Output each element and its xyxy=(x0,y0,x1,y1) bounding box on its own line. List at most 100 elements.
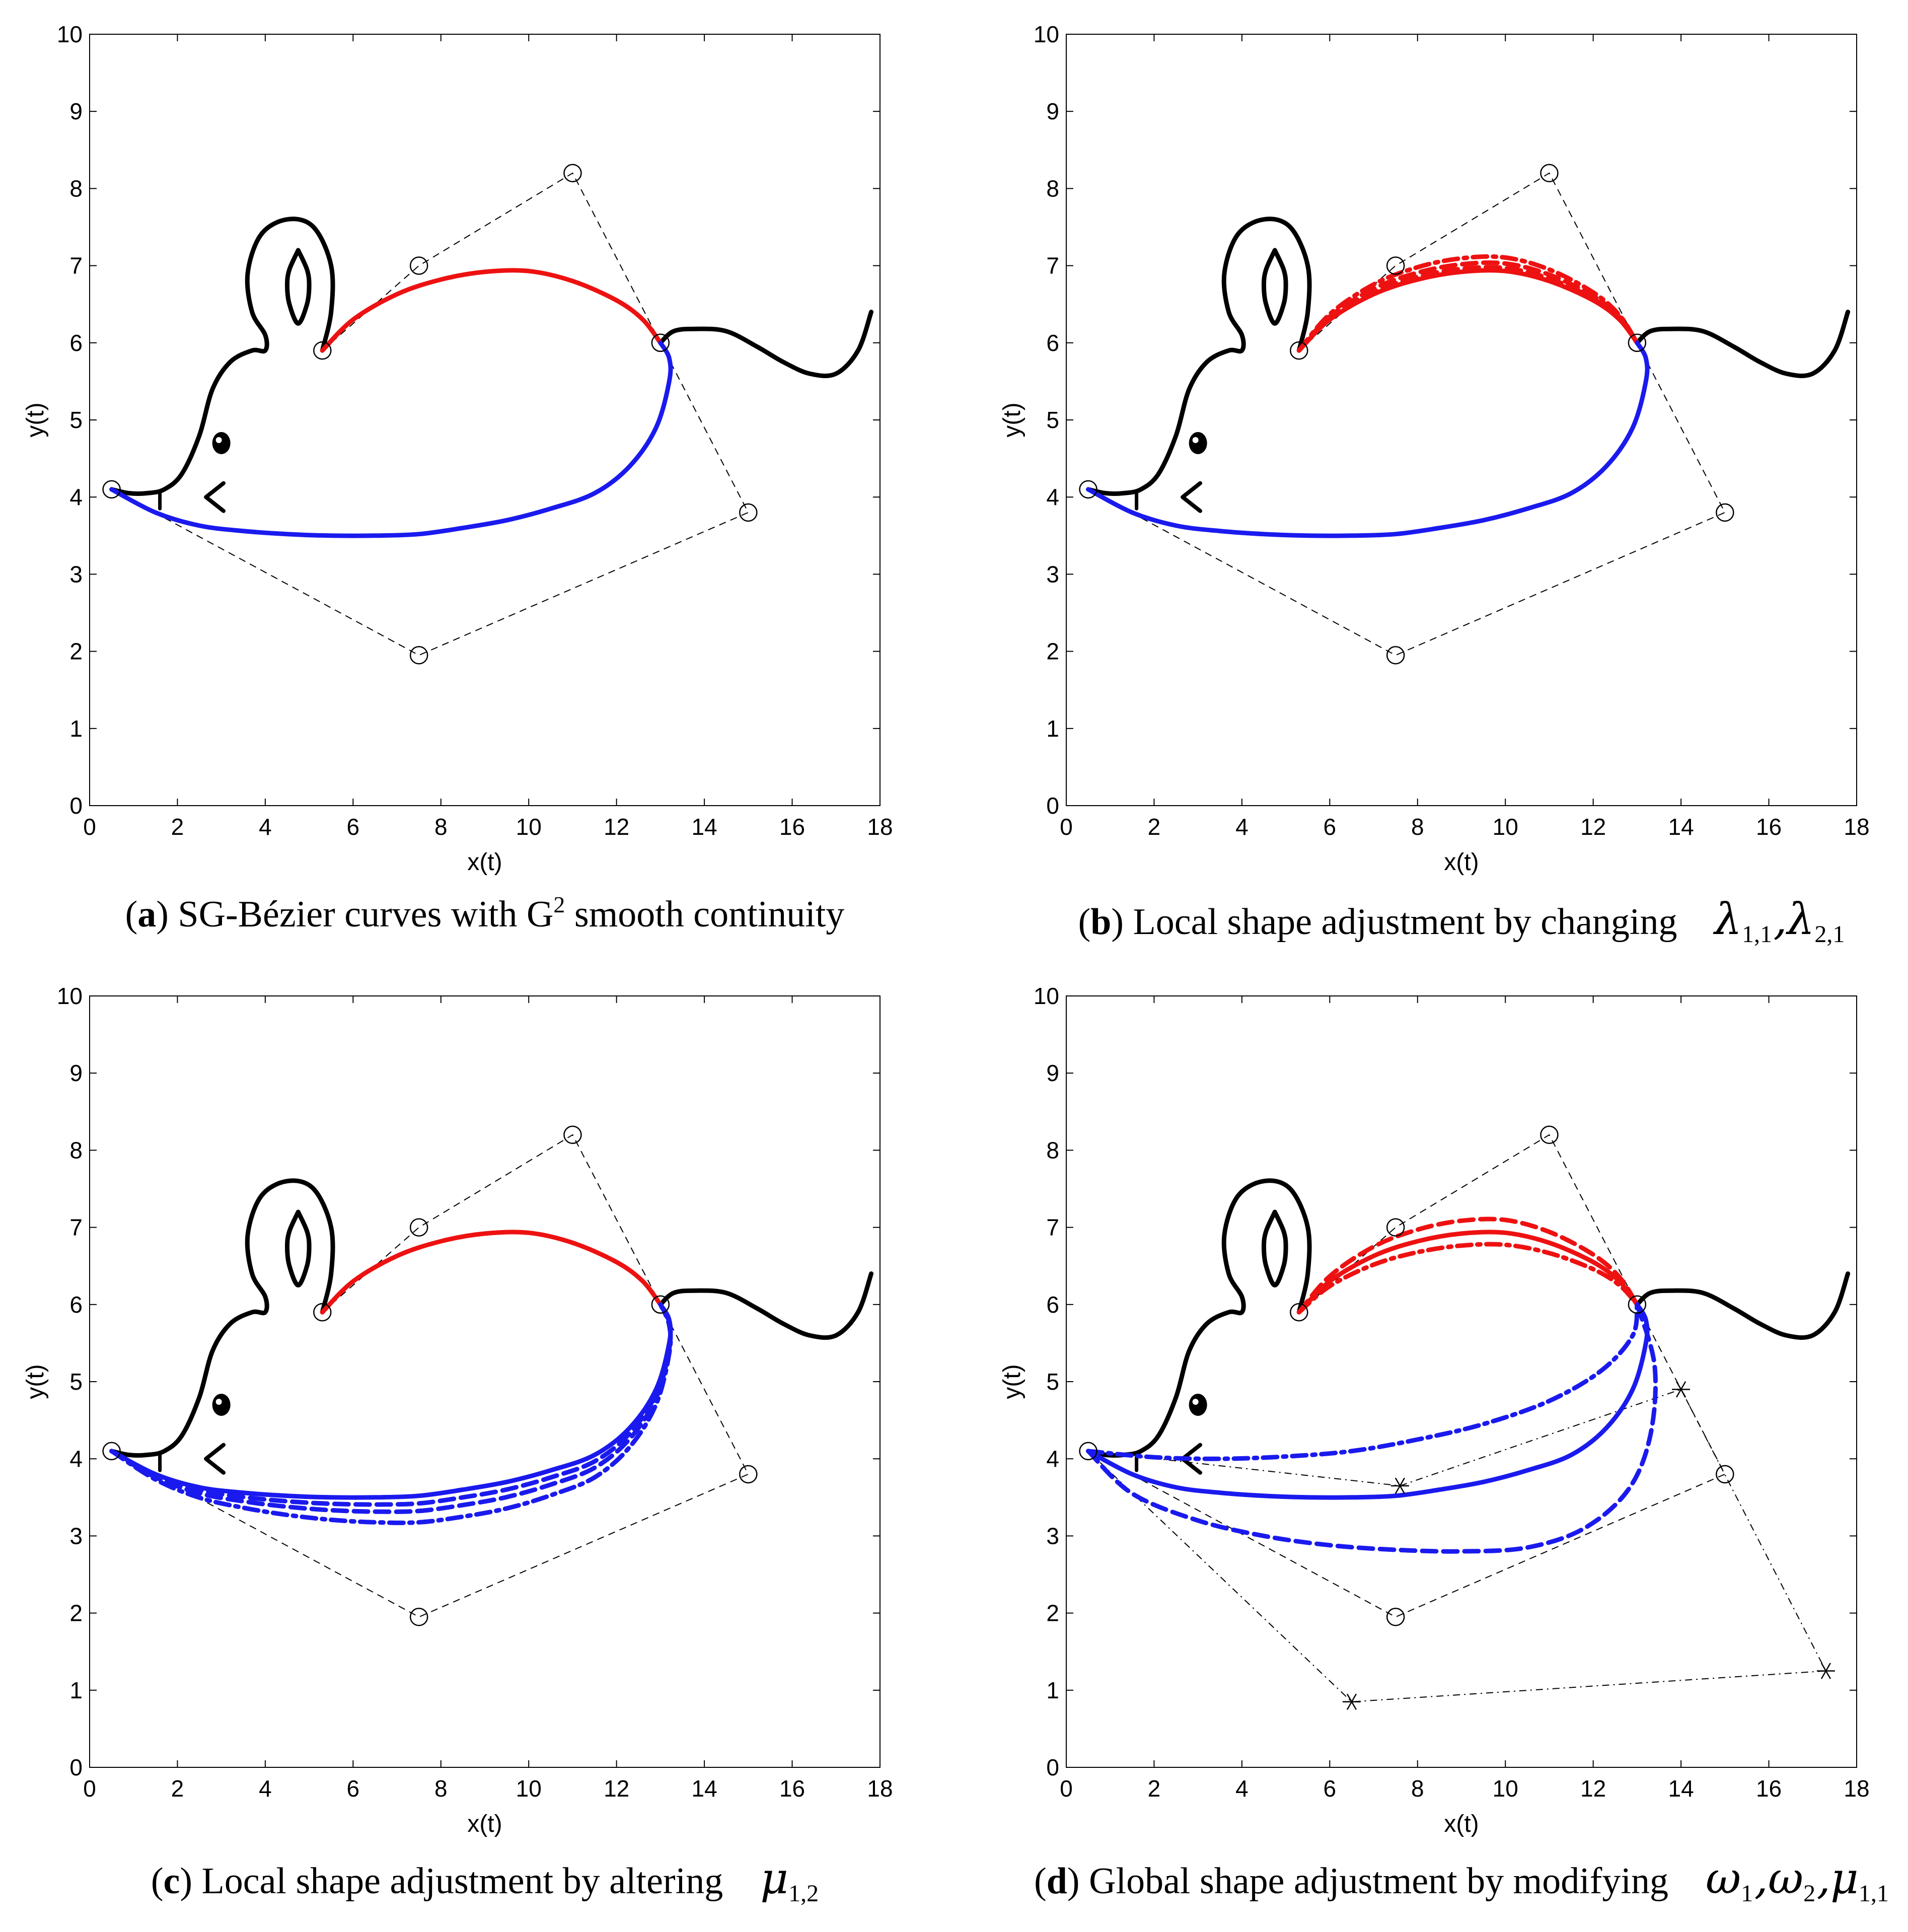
star-control-point-marker xyxy=(1342,1693,1361,1710)
x-tick-label: 12 xyxy=(1580,814,1606,840)
y-tick-label: 8 xyxy=(1046,175,1059,201)
caption-space xyxy=(1677,901,1715,943)
caption-math-subscript: 1,1 xyxy=(1859,1880,1889,1907)
caption-paren-close: ) xyxy=(156,894,169,935)
x-tick-label: 10 xyxy=(1493,1775,1518,1802)
x-tick-label: 8 xyxy=(434,1775,448,1802)
caption-math-subscript: 1,1 xyxy=(1742,921,1772,948)
axes-frame xyxy=(1066,34,1857,806)
caption-text: Global shape adjustment by modifying xyxy=(1080,1861,1668,1902)
y-tick-label: 7 xyxy=(1046,1214,1059,1241)
x-tick-label: 4 xyxy=(1235,814,1249,840)
mouse-eye xyxy=(212,1393,231,1416)
caption-tail: smooth continuity xyxy=(565,894,844,935)
y-tick-label: 1 xyxy=(1046,715,1059,742)
control-point-marker xyxy=(1386,646,1405,665)
y-tick-label: 8 xyxy=(69,175,83,201)
control-point-marker xyxy=(1290,341,1308,360)
x-tick-label: 8 xyxy=(434,814,448,840)
x-axis-label: x(t) xyxy=(467,849,502,876)
y-tick-label: 0 xyxy=(1046,793,1059,819)
caption-text: SG-Bézier curves with G xyxy=(169,894,553,935)
y-tick-label: 4 xyxy=(69,1446,83,1472)
y-tick-label: 5 xyxy=(1046,407,1059,433)
control-point-marker xyxy=(409,1608,428,1626)
control-point-marker xyxy=(1386,256,1405,275)
axes-frame xyxy=(89,34,880,806)
x-tick-label: 10 xyxy=(516,1775,542,1802)
control-point-marker xyxy=(409,256,428,275)
control-point-marker xyxy=(651,1295,670,1314)
y-axis-label: y(t) xyxy=(999,1364,1025,1399)
control-point-marker xyxy=(1716,1465,1734,1484)
control-point-marker xyxy=(1386,1218,1405,1237)
caption-math-symbol: , xyxy=(1774,894,1787,945)
star-stroke xyxy=(1820,1663,1831,1679)
control-point-marker xyxy=(563,1125,582,1144)
mouse-head-outline xyxy=(109,217,335,496)
control-polygon-modified xyxy=(1087,1389,1827,1702)
mouse-eye-highlight xyxy=(215,437,222,443)
x-axis-label: x(t) xyxy=(1444,849,1479,876)
x-tick-label: 8 xyxy=(1411,1775,1424,1802)
control-point-marker xyxy=(409,646,428,665)
caption-paren-open: ( xyxy=(1078,901,1091,943)
panel-caption: (a) SG-Bézier curves with G2 smooth cont… xyxy=(125,892,845,935)
control-point-marker xyxy=(313,1303,332,1322)
x-tick-label: 2 xyxy=(1148,1775,1161,1802)
mouse-eye-highlight xyxy=(215,1398,222,1405)
x-tick-label: 0 xyxy=(1060,814,1073,840)
control-point-marker xyxy=(651,333,670,352)
mouse-nose xyxy=(204,481,226,513)
red-curve-variant xyxy=(1296,254,1640,353)
x-tick-label: 10 xyxy=(516,814,542,840)
control-polygon-lower xyxy=(111,342,749,656)
x-tick-label: 16 xyxy=(1756,1775,1782,1802)
x-tick-label: 4 xyxy=(259,1775,272,1802)
y-tick-label: 8 xyxy=(69,1137,83,1163)
x-tick-label: 6 xyxy=(347,814,360,840)
x-tick-label: 18 xyxy=(1844,1775,1869,1802)
control-point-marker xyxy=(1628,333,1647,352)
control-point-marker xyxy=(409,1218,428,1237)
y-tick-label: 7 xyxy=(69,1214,83,1241)
y-tick-label: 0 xyxy=(1046,1754,1059,1780)
x-tick-label: 0 xyxy=(83,1775,96,1802)
blue-curve-variant xyxy=(109,1302,673,1514)
caption-text: Local shape adjustment by changing xyxy=(1124,901,1677,943)
caption-math-symbol: , xyxy=(1754,1853,1768,1904)
caption-paren-close: ) xyxy=(1111,901,1124,943)
mouse-eye xyxy=(1189,432,1207,454)
mouse-tail xyxy=(1635,1271,1851,1340)
caption-math-symbol: λ xyxy=(1786,894,1815,945)
x-tick-label: 2 xyxy=(171,814,184,840)
caption-math-symbol: ω xyxy=(1706,1853,1741,1904)
x-tick-label: 16 xyxy=(1756,814,1782,840)
x-tick-label: 10 xyxy=(1493,814,1518,840)
y-tick-label: 4 xyxy=(69,484,83,510)
y-tick-label: 3 xyxy=(69,1523,83,1549)
y-tick-label: 8 xyxy=(1046,1137,1059,1163)
x-tick-label: 14 xyxy=(692,1775,717,1802)
blue-curve xyxy=(1086,1302,1650,1500)
x-tick-label: 4 xyxy=(259,814,272,840)
control-point-marker xyxy=(1540,164,1559,183)
x-tick-label: 6 xyxy=(1324,814,1337,840)
control-polygon-upper xyxy=(322,1134,661,1313)
caption-math-symbol: , xyxy=(1817,1853,1830,1904)
control-point-marker xyxy=(1079,1442,1097,1461)
caption-tag: b xyxy=(1090,901,1111,943)
y-tick-label: 5 xyxy=(1046,1369,1059,1395)
control-point-marker xyxy=(1628,1295,1647,1314)
red-curve xyxy=(1296,1230,1640,1315)
caption-math-subscript: 2,1 xyxy=(1814,921,1845,948)
control-point-marker xyxy=(102,480,121,499)
control-point-marker xyxy=(102,1442,121,1461)
x-tick-label: 16 xyxy=(779,1775,805,1802)
y-tick-label: 6 xyxy=(1046,1292,1059,1318)
y-tick-label: 5 xyxy=(69,1369,83,1395)
y-tick-label: 1 xyxy=(1046,1677,1059,1703)
blue-curve-variant xyxy=(1086,1302,1640,1461)
